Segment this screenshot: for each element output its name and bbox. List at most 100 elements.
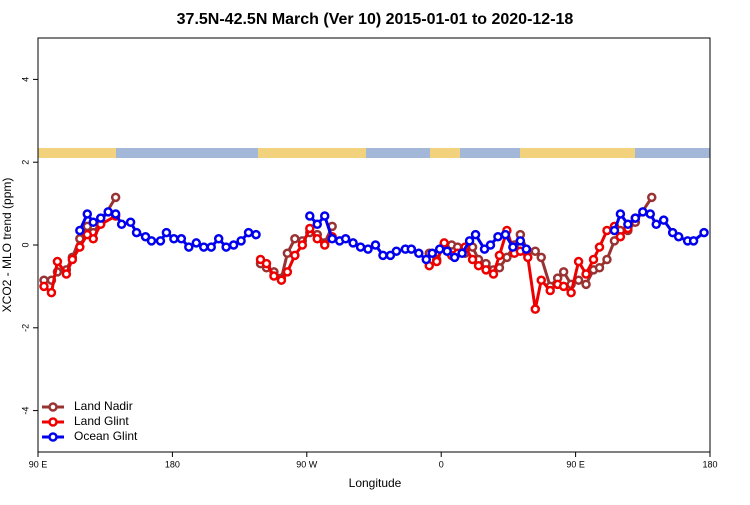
point [39, 281, 49, 292]
y-tick-label: 0 [20, 242, 30, 247]
y-tick-label: -2 [20, 324, 30, 332]
point [221, 242, 231, 252]
point [406, 244, 417, 254]
point [363, 244, 373, 254]
point [82, 221, 93, 232]
point [67, 254, 78, 265]
point [699, 227, 709, 238]
point [110, 192, 121, 203]
x-tick-label: 0 [439, 459, 444, 469]
point [213, 234, 224, 244]
point [431, 256, 442, 267]
point [508, 242, 518, 252]
point [75, 242, 85, 252]
point [319, 240, 330, 250]
legend-label: Ocean Glint [74, 429, 138, 443]
point [609, 236, 620, 246]
y-tick-label: -4 [20, 407, 30, 415]
legend-label: Land Glint [74, 414, 129, 428]
point [236, 236, 246, 246]
point [116, 219, 127, 230]
point [481, 265, 491, 275]
point [82, 209, 93, 219]
point [75, 225, 85, 236]
point [500, 229, 511, 240]
point [61, 269, 72, 279]
point [82, 229, 93, 240]
point [52, 256, 63, 267]
point [276, 275, 287, 285]
point [673, 231, 684, 242]
point [485, 240, 496, 250]
point [305, 223, 315, 234]
point [594, 263, 605, 273]
point [558, 281, 569, 292]
point [88, 234, 99, 244]
point [251, 229, 261, 240]
point [312, 234, 323, 244]
legend-marker [48, 402, 58, 412]
legend-marker [48, 417, 58, 427]
point [427, 248, 437, 259]
point [297, 240, 308, 250]
point [243, 227, 254, 238]
point [602, 225, 612, 236]
point [530, 246, 541, 256]
point [184, 242, 194, 252]
point [594, 242, 605, 252]
point [88, 217, 99, 227]
point [688, 236, 699, 246]
point [470, 229, 481, 240]
point [536, 275, 547, 285]
point [421, 254, 432, 265]
point [467, 254, 478, 265]
point [269, 271, 279, 281]
point [140, 231, 151, 242]
y-tick-label: 2 [20, 160, 30, 165]
point [46, 287, 57, 298]
point [131, 227, 142, 238]
point [434, 244, 445, 254]
point [312, 219, 323, 230]
point [290, 234, 300, 244]
point [558, 267, 569, 277]
point [370, 240, 381, 250]
point [645, 209, 656, 219]
point [457, 248, 467, 259]
point [414, 248, 424, 259]
point [658, 215, 669, 225]
point [502, 252, 512, 263]
point [125, 217, 136, 227]
x-tick-label: 180 [702, 459, 717, 469]
point [545, 285, 555, 296]
chart-title: 37.5N-42.5N March (Ver 10) 2015-01-01 to… [177, 11, 574, 28]
point [630, 213, 641, 223]
point [290, 250, 300, 261]
point [327, 234, 337, 244]
point [378, 250, 388, 261]
point [581, 269, 591, 279]
point [651, 219, 661, 230]
point [155, 236, 166, 246]
point [449, 252, 460, 263]
x-axis-label: Longitude [349, 476, 402, 490]
point [647, 192, 657, 203]
point [638, 207, 648, 217]
point [536, 252, 547, 263]
y-tick-label: 4 [20, 77, 30, 82]
point [609, 225, 620, 236]
legend-marker [48, 432, 58, 442]
point [464, 236, 475, 246]
point [261, 258, 272, 269]
point [515, 236, 526, 246]
point [615, 209, 626, 219]
point [473, 260, 484, 271]
point [530, 304, 541, 314]
point [169, 234, 179, 244]
point [110, 209, 121, 219]
point [581, 279, 591, 290]
point [479, 244, 490, 254]
point [103, 207, 113, 217]
point [615, 231, 626, 242]
